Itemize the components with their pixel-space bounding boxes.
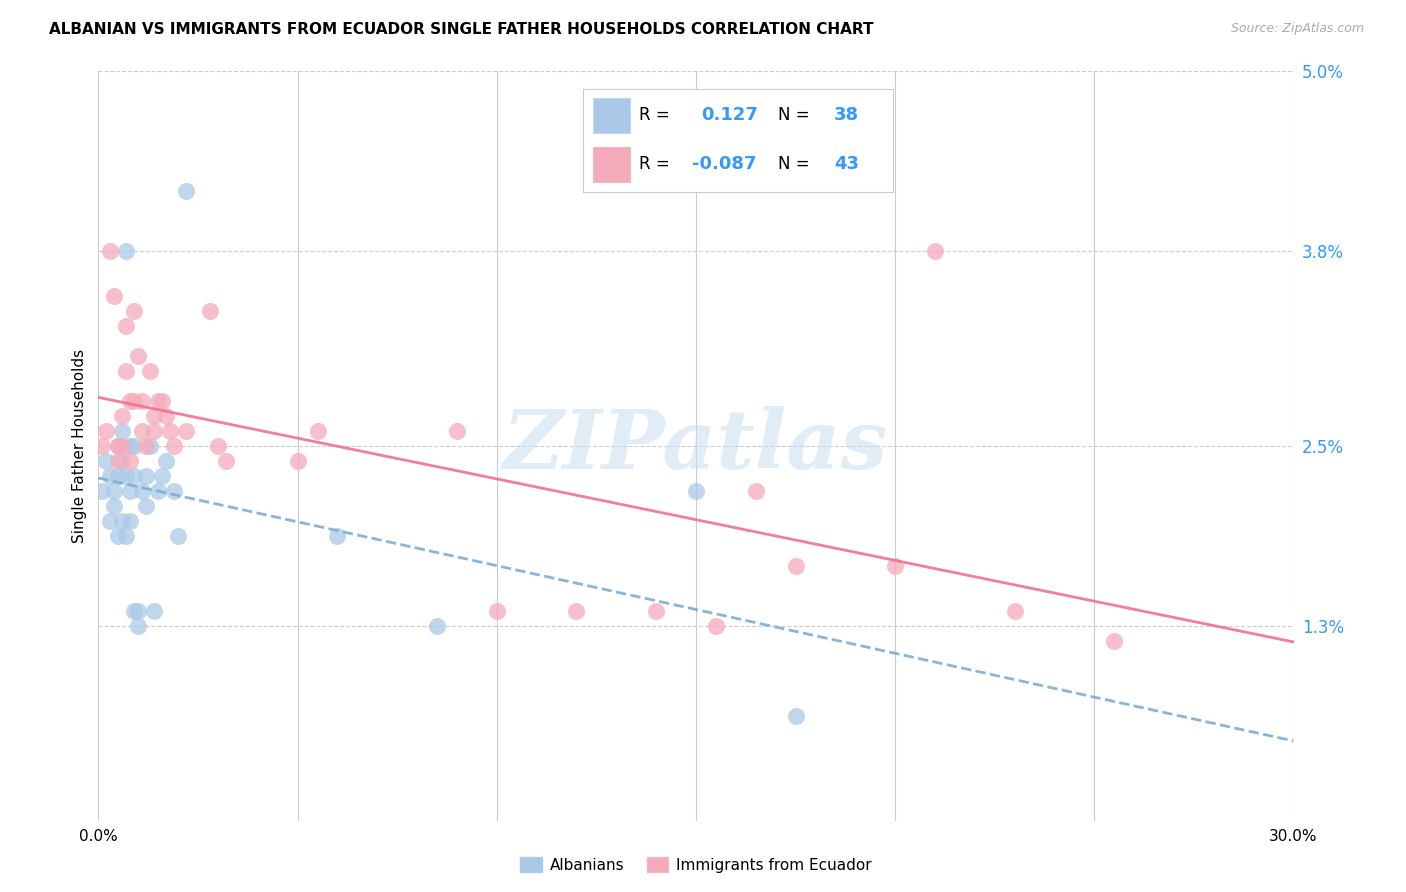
Point	[198, 304, 221, 318]
Point	[135, 469, 157, 483]
Point	[115, 469, 138, 483]
Point	[485, 604, 508, 618]
Point	[1004, 604, 1026, 618]
Point	[1104, 633, 1126, 648]
Point	[124, 439, 146, 453]
Point	[150, 469, 173, 483]
Point	[103, 483, 125, 498]
Point	[287, 454, 309, 468]
Text: 43: 43	[834, 154, 859, 172]
Point	[143, 409, 166, 423]
Point	[215, 454, 238, 468]
Point	[107, 454, 129, 468]
Point	[98, 514, 122, 528]
Point	[135, 439, 157, 453]
Point	[148, 483, 170, 498]
Point	[785, 558, 807, 573]
Point	[111, 439, 134, 453]
Point	[326, 529, 349, 543]
Point	[98, 244, 122, 259]
Point	[150, 394, 173, 409]
Point	[120, 483, 142, 498]
Text: R =: R =	[640, 106, 669, 124]
Point	[127, 604, 149, 618]
Point	[96, 424, 118, 438]
Point	[103, 499, 125, 513]
Point	[174, 184, 197, 198]
Point	[107, 469, 129, 483]
Point	[115, 364, 138, 378]
Point	[163, 439, 186, 453]
Point	[124, 604, 146, 618]
Point	[107, 529, 129, 543]
Point	[124, 394, 146, 409]
Point	[115, 529, 138, 543]
Text: N =: N =	[779, 106, 810, 124]
Point	[127, 349, 149, 363]
Point	[107, 439, 129, 453]
Point	[645, 604, 668, 618]
Point	[111, 424, 134, 438]
Point	[565, 604, 588, 618]
Text: 38: 38	[834, 106, 859, 124]
Point	[924, 244, 946, 259]
Point	[307, 424, 329, 438]
Point	[135, 499, 157, 513]
Point	[139, 439, 162, 453]
Point	[103, 289, 125, 303]
Point	[111, 514, 134, 528]
Point	[207, 439, 229, 453]
Bar	[593, 146, 630, 181]
Point	[446, 424, 468, 438]
Point	[884, 558, 907, 573]
Point	[120, 454, 142, 468]
Point	[131, 483, 153, 498]
Point	[115, 319, 138, 334]
Point	[124, 304, 146, 318]
Point	[143, 604, 166, 618]
Point	[111, 409, 134, 423]
Point	[685, 483, 707, 498]
Y-axis label: Single Father Households: Single Father Households	[72, 349, 87, 543]
Point	[91, 483, 114, 498]
Point	[107, 439, 129, 453]
Point	[120, 439, 142, 453]
Point	[131, 394, 153, 409]
Point	[159, 424, 181, 438]
Text: 0.127: 0.127	[702, 106, 758, 124]
Point	[143, 424, 166, 438]
Point	[167, 529, 190, 543]
Point	[426, 619, 449, 633]
Bar	[593, 98, 630, 133]
Point	[163, 483, 186, 498]
Point	[148, 394, 170, 409]
Point	[124, 469, 146, 483]
Point	[131, 424, 153, 438]
Point	[98, 469, 122, 483]
Point	[155, 454, 177, 468]
Text: ALBANIAN VS IMMIGRANTS FROM ECUADOR SINGLE FATHER HOUSEHOLDS CORRELATION CHART: ALBANIAN VS IMMIGRANTS FROM ECUADOR SING…	[49, 22, 873, 37]
Point	[704, 619, 727, 633]
Point	[96, 454, 118, 468]
Text: ZIPatlas: ZIPatlas	[503, 406, 889, 486]
Point	[745, 483, 768, 498]
Point	[174, 424, 197, 438]
Point	[155, 409, 177, 423]
Point	[785, 708, 807, 723]
Legend: Albanians, Immigrants from Ecuador: Albanians, Immigrants from Ecuador	[513, 850, 879, 880]
Text: Source: ZipAtlas.com: Source: ZipAtlas.com	[1230, 22, 1364, 36]
Point	[115, 244, 138, 259]
Text: -0.087: -0.087	[692, 154, 756, 172]
Point	[127, 619, 149, 633]
Point	[91, 439, 114, 453]
Text: R =: R =	[640, 154, 669, 172]
Point	[120, 514, 142, 528]
Text: N =: N =	[779, 154, 810, 172]
Point	[111, 454, 134, 468]
Point	[120, 394, 142, 409]
Point	[139, 364, 162, 378]
